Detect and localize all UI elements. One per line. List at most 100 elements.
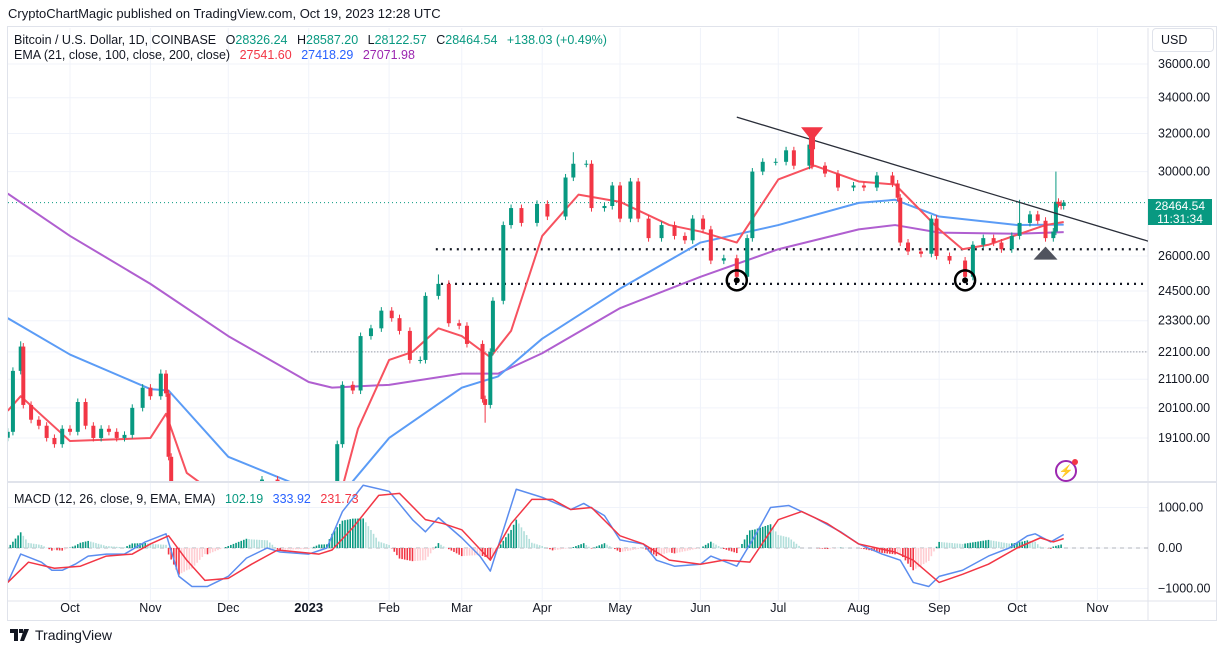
macd-histogram-bar	[935, 546, 938, 548]
macd-histogram-bar	[738, 548, 741, 549]
candle	[114, 428, 119, 442]
macd-hist-value: 102.19	[224, 492, 264, 506]
candle	[874, 171, 879, 192]
candle	[436, 274, 441, 300]
candle-body	[745, 238, 750, 277]
candle-body	[10, 370, 15, 432]
candle	[490, 297, 495, 356]
macd-histogram-bar	[1034, 541, 1036, 548]
macd-histogram-bar	[829, 548, 831, 549]
macd-histogram-bar	[645, 548, 647, 550]
macd-histogram-bar	[909, 548, 912, 567]
macd-histogram-bar	[686, 548, 689, 551]
symbol-name[interactable]: Bitcoin / U.S. Dollar, 1D, COINBASE	[14, 33, 217, 47]
macd-histogram-bar	[268, 542, 271, 548]
candle-body	[211, 524, 215, 531]
candle-body	[335, 444, 340, 481]
macd-histogram-bar	[1018, 542, 1021, 548]
macd-histogram-bar	[152, 544, 154, 548]
candle	[60, 425, 65, 448]
y-tick-label: 22100.00	[1158, 345, 1210, 359]
main-pane	[8, 116, 1148, 535]
macd-histogram-bar	[406, 548, 409, 561]
candle-body	[535, 203, 540, 223]
macd-histogram-bar	[35, 544, 38, 548]
footer-logo[interactable]: TradingView	[10, 627, 112, 643]
macd-histogram-bar	[660, 548, 663, 555]
candle-body	[807, 144, 812, 166]
ema-label[interactable]: EMA (21, close, 100, close, 200, close)	[14, 48, 231, 62]
candle	[389, 307, 394, 322]
candle	[130, 404, 135, 439]
macd-histogram-bar	[894, 548, 896, 555]
macd-histogram-bar	[141, 543, 144, 548]
macd-histogram-bar	[614, 548, 616, 550]
x-tick-label: Oct	[60, 601, 80, 615]
macd-histogram-bar	[97, 543, 100, 548]
x-tick-label: Apr	[532, 601, 551, 615]
macd-histogram-bar	[300, 548, 302, 550]
circle-marker	[953, 269, 977, 292]
macd-histogram-bar	[108, 546, 110, 548]
macd-histogram-bar	[237, 541, 240, 548]
macd-histogram-bar	[134, 543, 136, 548]
macd-histogram-bar	[899, 548, 902, 554]
candle-body	[734, 258, 739, 277]
macd-histogram-bar	[458, 548, 460, 555]
candle-body	[708, 229, 713, 261]
macd-histogram-bar	[982, 540, 985, 548]
macd-histogram-bar	[302, 548, 305, 550]
macd-histogram-bar	[520, 527, 523, 548]
tradingview-logo-icon	[10, 629, 29, 641]
macd-histogram-bar	[432, 548, 435, 550]
macd-histogram-bar	[243, 539, 245, 548]
candle-body	[791, 150, 796, 166]
macd-histogram-bar	[759, 527, 761, 548]
candle-body	[721, 258, 726, 261]
macd-histogram-bar	[951, 543, 953, 548]
macd-histogram-bar	[650, 548, 652, 553]
macd-label[interactable]: MACD (12, 26, close, 9, EMA, EMA)	[14, 492, 216, 506]
candle-body	[999, 242, 1004, 250]
candle-body	[75, 402, 80, 432]
candle-body	[610, 185, 615, 206]
macd-histogram-bar	[48, 548, 51, 550]
macd-histogram-bar	[427, 548, 429, 557]
macd-histogram-bar	[998, 541, 1000, 548]
macd-histogram-bar	[162, 544, 165, 548]
macd-histogram-bar	[230, 544, 232, 548]
candle	[822, 162, 827, 178]
macd-histogram-bar	[450, 548, 453, 551]
candle	[947, 252, 952, 265]
circle-marker-dot	[733, 277, 740, 284]
candle-body	[628, 181, 633, 219]
y-tick-label: 19100.00	[1158, 431, 1210, 445]
macd-histogram-bar	[419, 548, 422, 561]
macd-histogram-bar	[1039, 546, 1042, 548]
macd-histogram-bar	[865, 548, 868, 550]
macd-histogram-bar	[588, 546, 590, 548]
candle-body	[760, 161, 765, 172]
lightning-icon[interactable]: ⚡	[1055, 459, 1078, 482]
macd-histogram-bar	[256, 539, 258, 548]
macd-histogram-bar	[723, 548, 725, 550]
candle-body	[350, 384, 355, 391]
candle	[991, 234, 996, 247]
macd-histogram-bar	[826, 548, 829, 550]
candle-body	[646, 218, 651, 239]
candle	[682, 232, 687, 244]
macd-histogram-bar	[144, 543, 147, 548]
currency-button[interactable]: USD	[1152, 28, 1214, 52]
candle	[198, 517, 202, 535]
candle-body	[874, 175, 879, 188]
candle	[1009, 232, 1014, 253]
macd-histogram-bar	[429, 548, 432, 554]
macd-histogram-bar	[603, 543, 606, 548]
candle-body	[1061, 202, 1066, 206]
macd-histogram-bar	[110, 546, 113, 548]
candle	[75, 398, 80, 436]
candle-body	[379, 310, 384, 329]
candle	[163, 370, 168, 397]
candle	[890, 171, 895, 188]
